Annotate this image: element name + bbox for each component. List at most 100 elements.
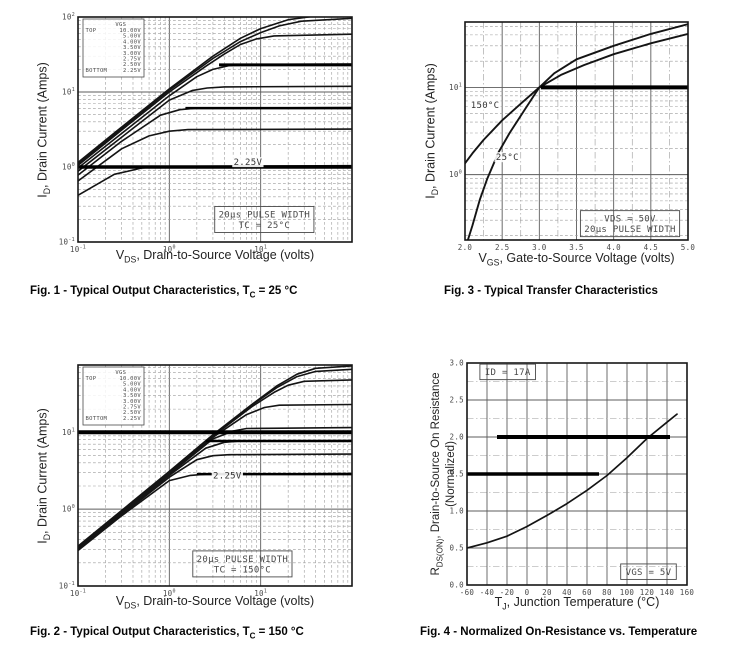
fig4-chart: -60 -40 -20 0 20 40 60 80 100 120 140 160 0.0 0.5 1.0 1… (450, 359, 695, 598)
fig1-ylabel-symbol: I (35, 194, 50, 198)
svg-text:2.50V: 2.50V (123, 410, 141, 416)
svg-text:BOTTOM: BOTTOM (86, 416, 108, 422)
svg-text:1.5: 1.5 (450, 470, 464, 479)
fig2-xlabel-subscript: DS (124, 600, 137, 611)
fig4-ylabel-symbol: R (430, 567, 443, 576)
fig1-caption-subscript: C (249, 290, 256, 300)
svg-text:TC = 25°C: TC = 25°C (239, 221, 290, 231)
fig4-xlabel-symbol: T (494, 595, 503, 609)
svg-text:10-1: 10-1 (70, 589, 86, 599)
svg-text:2.50V: 2.50V (123, 62, 141, 68)
svg-text:60: 60 (582, 588, 592, 597)
fig3-xlabel-subscript: GS (486, 257, 500, 268)
svg-text:100: 100 (62, 504, 75, 514)
fig1-ylabel-subscript: D (42, 187, 53, 195)
svg-text:5.00V: 5.00V (123, 382, 141, 388)
fig1-chart: 10-1 100 101 102 101 100 10-1 VGS TOP 10.00V5.00V… (59, 12, 353, 254)
fig2-y-axis-label: ID, Drain Current (Amps) (36, 408, 53, 544)
svg-text:100: 100 (449, 170, 462, 180)
svg-text:2.25V: 2.25V (213, 472, 242, 482)
fig3-y-axis-label: ID, Drain Current (Amps) (424, 63, 441, 199)
svg-text:160: 160 (680, 588, 695, 597)
fig1-ylabel-text: , Drain Current (Amps) (35, 62, 50, 188)
svg-text:20μs PULSE WIDTH: 20μs PULSE WIDTH (584, 225, 676, 235)
fig3-x-axis-label: VGS, Gate-to-Source Voltage (volts) (465, 251, 688, 268)
svg-text:4.5: 4.5 (644, 243, 658, 252)
fig4-xlabel-text: , Junction Temperature (°C) (506, 595, 660, 609)
fig4-ylabel-subscript: DS(ON) (435, 538, 445, 568)
svg-text:3.00V: 3.00V (123, 399, 141, 405)
fig4-caption-text: Fig. 4 - Normalized On-Resistance vs. Te… (420, 626, 698, 638)
fig4-caption: Fig. 4 - Normalized On-Resistance vs. Te… (420, 626, 697, 640)
fig1-xlabel-subscript: DS (124, 254, 137, 265)
svg-text:80: 80 (602, 588, 612, 597)
svg-text:10-1: 10-1 (59, 581, 75, 591)
fig3-chart: 2.0 2.5 3.0 3.5 4.0 4.5 5.0 101 100 VDS = 50V20μs… (449, 21, 695, 252)
svg-text:TOP: TOP (86, 28, 97, 34)
fig3-caption: Fig. 3 - Typical Transfer Characteristic… (444, 285, 658, 299)
svg-text:101: 101 (254, 589, 267, 599)
svg-text:40: 40 (562, 588, 572, 597)
fig4-ylabel-text: , Drain-to-Source On Resistance (430, 372, 443, 539)
svg-text:-40: -40 (480, 588, 495, 597)
fig2-ylabel-symbol: I (35, 540, 50, 544)
fig1-caption: Fig. 1 - Typical Output Characteristics,… (30, 285, 297, 299)
svg-text:20: 20 (542, 588, 552, 597)
fig3-ylabel-text: , Drain Current (Amps) (423, 63, 438, 189)
fig3-caption-text: Fig. 3 - Typical Transfer Characteristic… (444, 285, 658, 297)
svg-text:25°C: 25°C (496, 153, 519, 163)
svg-text:101: 101 (254, 245, 267, 255)
fig3-xlabel-symbol: V (478, 251, 487, 265)
fig2-xlabel-text: , Drain-to-Source Voltage (volts) (136, 594, 315, 608)
svg-text:-20: -20 (500, 588, 515, 597)
svg-text:0: 0 (525, 588, 530, 597)
svg-text:4.00V: 4.00V (123, 39, 141, 45)
svg-text:VDS = 50V: VDS = 50V (604, 215, 656, 225)
fig2-caption: Fig. 2 - Typical Output Characteristics,… (30, 626, 304, 640)
svg-text:2.0: 2.0 (458, 243, 473, 252)
svg-text:VGS: VGS (115, 22, 126, 28)
svg-text:2.0: 2.0 (450, 433, 465, 442)
fig4-ylabel-line1: RDS(ON), Drain-to-Source On Resistance (430, 372, 445, 575)
fig2-ylabel-subscript: D (42, 533, 53, 541)
svg-text:0.0: 0.0 (450, 581, 465, 590)
svg-text:TC = 150°C: TC = 150°C (214, 565, 271, 575)
svg-text:-60: -60 (460, 588, 475, 597)
svg-text:3.00V: 3.00V (123, 51, 141, 57)
svg-text:140: 140 (660, 588, 675, 597)
fig2-ylabel-text: , Drain Current (Amps) (35, 408, 50, 534)
svg-text:101: 101 (62, 87, 75, 97)
fig3-xlabel-text: , Gate-to-Source Voltage (volts) (499, 251, 675, 265)
fig2-caption-subscript: C (249, 631, 256, 641)
svg-text:3.0: 3.0 (450, 359, 465, 368)
fig1-xlabel-text: , Drain-to-Source Voltage (volts) (136, 248, 315, 262)
svg-text:1.0: 1.0 (450, 507, 465, 516)
svg-text:TOP: TOP (86, 376, 97, 382)
svg-text:2.75V: 2.75V (123, 405, 141, 411)
fig4-x-axis-label: TJ, Junction Temperature (°C) (467, 595, 687, 612)
svg-text:20μs PULSE WIDTH: 20μs PULSE WIDTH (197, 555, 289, 565)
svg-text:100: 100 (620, 588, 635, 597)
fig4-ylabel-line2: (Normalized) (444, 441, 457, 507)
svg-text:102: 102 (62, 12, 75, 22)
fig4-xlabel-subscript: J (502, 601, 507, 612)
fig2-caption-suffix: = 150 °C (255, 626, 304, 638)
svg-text:10.00V: 10.00V (119, 28, 141, 34)
svg-text:3.50V: 3.50V (123, 393, 141, 399)
svg-text:VGS = 5V: VGS = 5V (626, 568, 672, 578)
fig3-ylabel-symbol: I (423, 195, 438, 199)
svg-text:100: 100 (163, 245, 176, 255)
svg-text:100: 100 (62, 162, 75, 172)
fig2-caption-text: Fig. 2 - Typical Output Characteristics,… (30, 626, 250, 638)
fig1-xlabel-symbol: V (115, 248, 125, 262)
svg-text:10-1: 10-1 (70, 245, 86, 255)
svg-text:4.00V: 4.00V (123, 387, 141, 393)
svg-text:2.75V: 2.75V (123, 57, 141, 63)
svg-text:101: 101 (449, 82, 462, 92)
svg-text:150°C: 150°C (471, 101, 500, 111)
svg-text:2.25V: 2.25V (234, 158, 263, 168)
svg-text:3.50V: 3.50V (123, 45, 141, 51)
svg-text:120: 120 (640, 588, 655, 597)
svg-text:20μs PULSE WIDTH: 20μs PULSE WIDTH (219, 211, 311, 221)
fig1-y-axis-label: ID, Drain Current (Amps) (36, 62, 53, 198)
